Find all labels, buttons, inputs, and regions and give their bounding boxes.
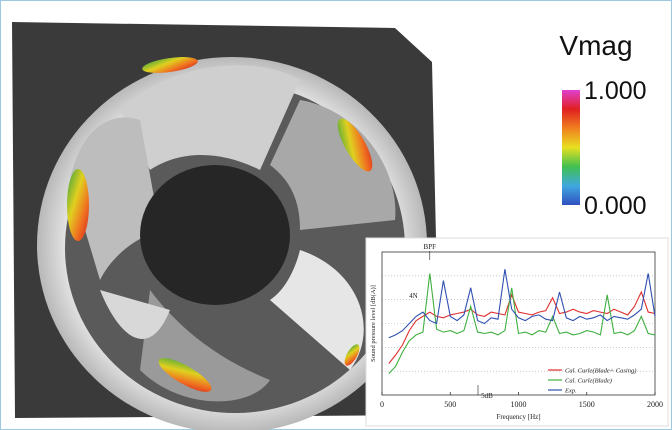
y-axis-label: Sound pressure level [dB(A)] xyxy=(370,285,377,362)
colorbar-title: Vmag xyxy=(559,30,632,61)
colorbar-tick-label: 0.000 xyxy=(584,192,647,220)
x-axis-label: Frequency [Hz] xyxy=(496,413,540,421)
figure: Vmag 0.000 1.000 0 500 1000 1500 2000 Frequency… xyxy=(0,0,672,430)
x-tick-label: 1500 xyxy=(579,400,595,409)
colorbar-tick-label: 1.000 xyxy=(584,77,647,105)
legend-label: Cal. Curle(Blade+ Casing) xyxy=(565,368,636,375)
legend-label: Cal. Curle(Blade) xyxy=(565,378,612,385)
x-tick-label: 500 xyxy=(444,400,456,409)
x-tick-label: 1000 xyxy=(511,400,527,409)
annotation: 4N xyxy=(409,292,418,300)
annotation: BPF xyxy=(424,243,437,251)
colorbar-scale xyxy=(562,90,580,205)
legend-label: Exp. xyxy=(564,388,577,395)
x-tick-label: 0 xyxy=(380,400,384,409)
annotation: 5dB xyxy=(481,392,493,400)
x-tick-label: 2000 xyxy=(647,400,663,409)
spectrum-inset: 0 500 1000 1500 2000 Frequency [Hz] Sound pres… xyxy=(366,238,668,426)
